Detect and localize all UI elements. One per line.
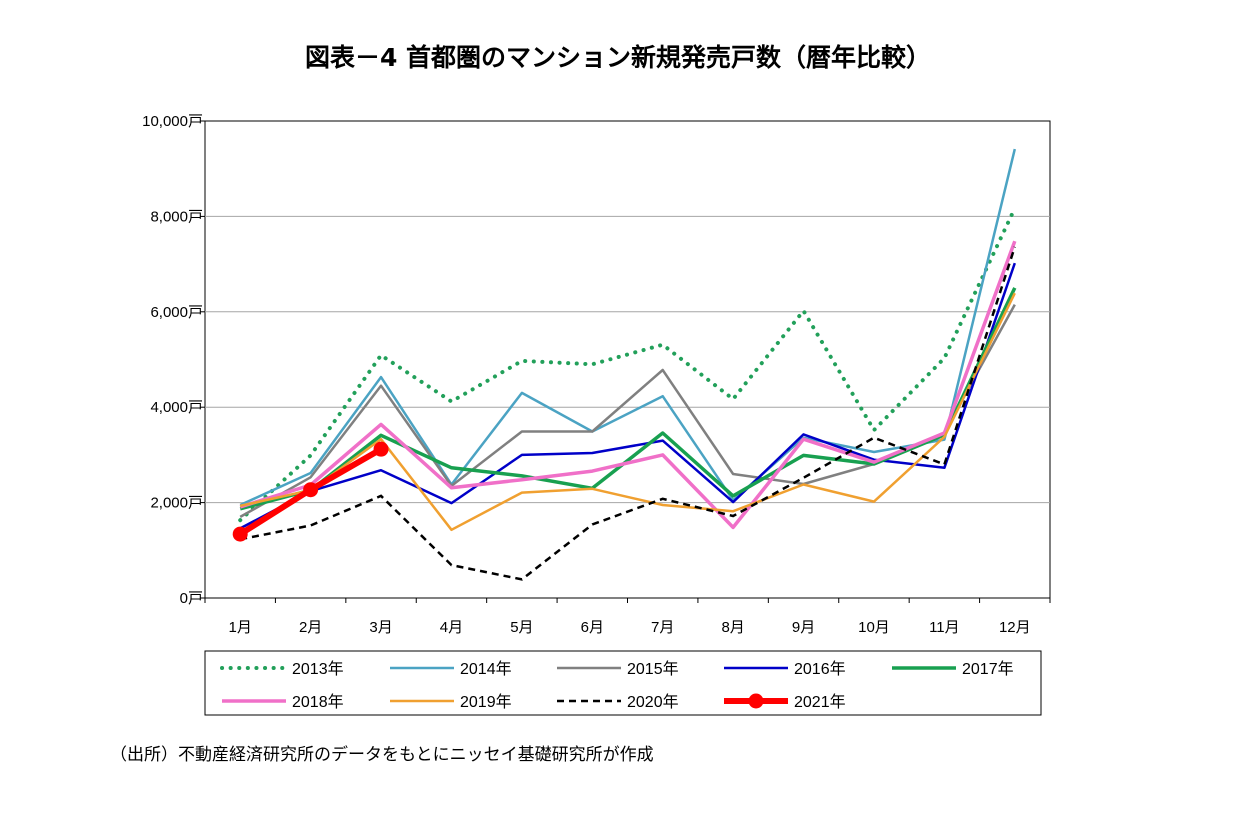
source-note: （出所）不動産経済研究所のデータをもとにニッセイ基礎研究所が作成 bbox=[110, 745, 654, 765]
x-tick-label: 12月 bbox=[999, 619, 1031, 636]
legend-box bbox=[204, 650, 1042, 716]
x-tick-label: 1月 bbox=[229, 619, 252, 636]
x-tick-label: 9月 bbox=[792, 619, 815, 636]
legend-label: 2020年 bbox=[627, 693, 679, 711]
legend-label: 2014年 bbox=[460, 660, 512, 678]
legend: 2013年 2014年 2015年 2016年 2017年 2018年 2019年 2020年… bbox=[220, 660, 1014, 711]
y-tick-label: 6,000戸 bbox=[150, 304, 203, 321]
y-tick-label: 4,000戸 bbox=[150, 399, 203, 416]
chart-title: 図表－4 首都圏のマンション新規発売戸数（暦年比較） bbox=[305, 43, 931, 72]
series-line-2019年 bbox=[239, 292, 1016, 532]
series-line-2016年 bbox=[239, 262, 1016, 530]
data-point-2021年 bbox=[232, 526, 248, 542]
legend-label: 2021年 bbox=[794, 693, 846, 711]
y-tick-label: 8,000戸 bbox=[150, 208, 203, 225]
x-tick-label: 7月 bbox=[651, 619, 674, 636]
legend-label: 2015年 bbox=[627, 660, 679, 678]
series-line-2018年 bbox=[239, 240, 1017, 530]
y-tick-label: 10,000戸 bbox=[142, 113, 203, 130]
series-line-2017年 bbox=[239, 287, 1017, 511]
data-point-2021年 bbox=[303, 482, 319, 498]
x-tick-label: 11月 bbox=[929, 619, 960, 636]
legend-label: 2017年 bbox=[962, 660, 1014, 678]
x-tick-label: 10月 bbox=[858, 619, 890, 636]
series-line-2014年 bbox=[239, 148, 1017, 507]
legend-label: 2019年 bbox=[460, 693, 512, 711]
y-axis-ticks: 0戸 2,000戸 4,000戸 6,000戸 8,000戸 10,000戸 bbox=[142, 113, 205, 607]
series-line-2020年 bbox=[239, 246, 1016, 581]
x-tick-label: 6月 bbox=[581, 619, 604, 636]
y-tick-label: 0戸 bbox=[180, 590, 203, 607]
series-line-2013年 bbox=[238, 206, 1017, 523]
x-axis-ticks: 1月 2月 3月 4月 5月 6月 7月 8月 9月 10月 11月 12月 bbox=[204, 598, 1051, 636]
y-tick-label: 2,000戸 bbox=[150, 495, 203, 512]
plot-area bbox=[204, 120, 1051, 599]
legend-label: 2016年 bbox=[794, 660, 846, 678]
x-tick-label: 5月 bbox=[510, 619, 533, 636]
data-point-2021年 bbox=[373, 441, 389, 457]
x-tick-label: 2月 bbox=[299, 619, 322, 636]
legend-label: 2013年 bbox=[292, 660, 344, 678]
series-lines bbox=[232, 148, 1017, 581]
x-tick-label: 3月 bbox=[369, 619, 392, 636]
legend-marker bbox=[748, 693, 764, 709]
legend-label: 2018年 bbox=[292, 693, 344, 711]
x-tick-label: 4月 bbox=[440, 619, 463, 636]
x-tick-label: 8月 bbox=[721, 619, 744, 636]
